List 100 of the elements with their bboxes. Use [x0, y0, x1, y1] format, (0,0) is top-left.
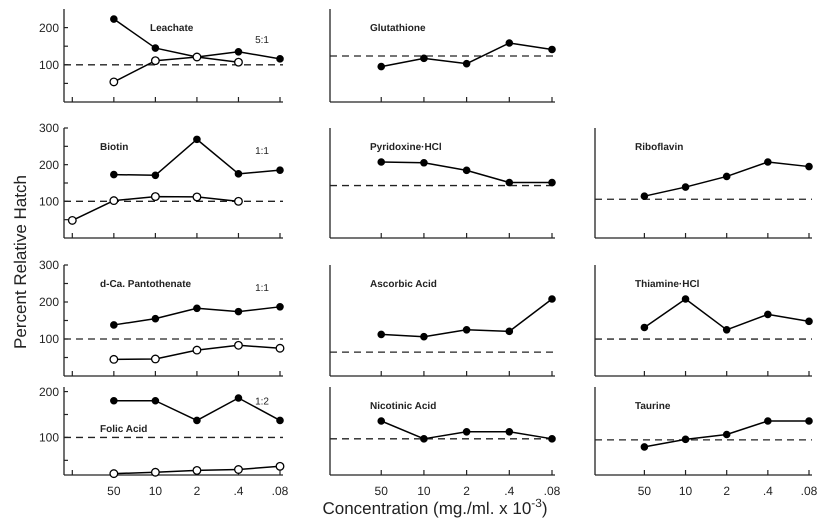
chart-title: Riboflavin [635, 142, 684, 153]
y-tick-label: 200 [38, 20, 60, 35]
point [805, 162, 813, 170]
point [152, 314, 160, 322]
point [722, 430, 730, 438]
point [193, 304, 201, 312]
annotation: 1:1 [255, 146, 270, 158]
y-tick-label: 200 [38, 295, 60, 310]
chart-title: Taurine [635, 401, 671, 412]
point [110, 15, 118, 23]
point [377, 62, 386, 70]
chart-title: Pyridoxine·HCl [370, 142, 442, 153]
point [805, 417, 813, 425]
chart-title: Nicotinic Acid [370, 401, 436, 412]
y-tick-label: 200 [38, 384, 60, 399]
point [548, 178, 556, 186]
point [234, 58, 243, 67]
point [276, 416, 284, 424]
point [150, 354, 160, 364]
point [109, 469, 118, 478]
point [110, 170, 118, 178]
point [640, 324, 648, 332]
point [548, 46, 556, 54]
y-tick-label: 100 [38, 430, 60, 445]
x-tick-label: 50 [107, 484, 121, 498]
y-tick-label: 300 [38, 121, 60, 136]
point [234, 308, 242, 316]
point [193, 136, 201, 144]
y-tick-label: 100 [38, 194, 60, 209]
point [462, 166, 470, 174]
x-tick-label: .4 [762, 484, 774, 498]
y-tick-label: 200 [38, 158, 60, 172]
point [805, 318, 813, 326]
x-tick-label: .08 [544, 484, 561, 498]
x-axis-title: Concentration (mg./ml. x 10$^{-3}$) [322, 496, 548, 518]
point [234, 465, 243, 474]
point [640, 443, 648, 451]
point [234, 196, 243, 206]
text: Leachate [150, 23, 194, 34]
y-tick-label: 100 [38, 58, 60, 72]
text: Folic Acid [100, 424, 148, 435]
point [462, 60, 470, 68]
point [548, 295, 556, 303]
point [110, 321, 118, 329]
x-tick-label: 10 [678, 484, 693, 498]
point [234, 48, 242, 56]
point [276, 55, 284, 63]
point [722, 172, 730, 180]
annotation: 1:1 [255, 282, 270, 294]
point [764, 417, 772, 425]
point [68, 216, 77, 225]
point [682, 295, 690, 303]
point [640, 192, 648, 200]
point [234, 340, 243, 350]
point [276, 166, 284, 174]
x-tick-label: .4 [504, 484, 515, 498]
x-tick-label: 2 [194, 484, 201, 498]
point [377, 158, 386, 166]
text: Biotin [100, 142, 128, 153]
point [192, 346, 202, 355]
point [506, 39, 514, 47]
annotation: 1:2 [255, 396, 270, 408]
point [150, 56, 160, 66]
y-tick-label: 100 [38, 332, 60, 346]
point [276, 303, 284, 311]
x-tick-label: 10 [148, 484, 162, 498]
point [420, 54, 428, 62]
point [420, 332, 428, 341]
point [682, 183, 690, 191]
point [109, 354, 118, 364]
point [193, 416, 201, 424]
point [764, 310, 772, 318]
chart-title: Ascorbic Acid [370, 279, 437, 290]
point [152, 396, 160, 405]
x-tick-label: .4 [233, 484, 244, 498]
y-tick-label: 300 [38, 258, 60, 272]
point [722, 326, 730, 334]
y-axis-title: Percent Relative Hatch [11, 175, 30, 349]
x-tick-label: .08 [272, 484, 289, 498]
chart-title: Glutathione [370, 23, 426, 34]
point [682, 436, 690, 444]
x-tick-label: 10 [417, 484, 431, 498]
point [150, 192, 160, 202]
point [420, 158, 428, 167]
point [462, 326, 470, 334]
point [109, 77, 118, 86]
point [234, 170, 242, 178]
point [110, 396, 118, 405]
chart-title: Thiamine·HCl [635, 279, 700, 290]
point [506, 328, 514, 336]
text: d-Ca. Pantothenate [100, 279, 192, 290]
point [234, 394, 242, 402]
point [377, 330, 386, 338]
point [152, 172, 160, 180]
annotation: 5:1 [255, 34, 270, 46]
point [506, 178, 514, 186]
point [192, 466, 202, 475]
point [109, 196, 118, 206]
point [764, 158, 772, 166]
point [152, 44, 160, 52]
